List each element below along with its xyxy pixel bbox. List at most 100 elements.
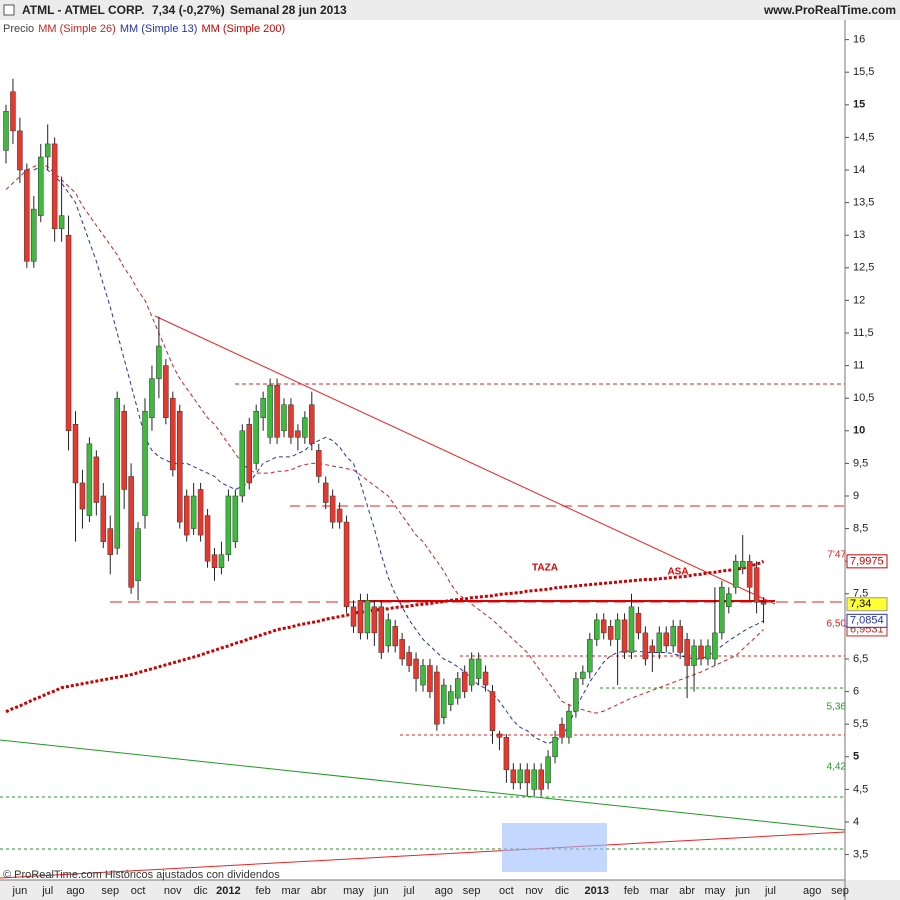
candle-body bbox=[468, 658, 475, 686]
candle-body bbox=[24, 169, 30, 262]
candle-body bbox=[58, 215, 65, 229]
value-tag-box bbox=[846, 597, 888, 612]
period: Semanal bbox=[230, 3, 279, 17]
x-tick-label: jul bbox=[764, 885, 776, 897]
y-tick-label: 6,5 bbox=[853, 653, 868, 665]
candle-body bbox=[760, 602, 767, 605]
candle-body bbox=[211, 554, 218, 568]
x-tick-label: sep bbox=[831, 885, 849, 897]
candle-body bbox=[51, 143, 58, 229]
candle-body bbox=[642, 632, 649, 660]
legend-item: MM (Simple 200) bbox=[201, 23, 285, 35]
site: www.ProRealTime.com bbox=[763, 3, 896, 17]
annotation: ASA bbox=[667, 567, 688, 578]
moving-average bbox=[5, 559, 765, 714]
y-axis-panel bbox=[845, 20, 900, 880]
candle-body bbox=[295, 430, 301, 438]
candle-body bbox=[719, 587, 725, 634]
candle-body bbox=[427, 665, 433, 692]
x-tick-label: sep bbox=[463, 885, 481, 897]
candle-body bbox=[183, 495, 190, 536]
candle-body bbox=[121, 410, 127, 490]
candle-body bbox=[316, 450, 322, 477]
annotation: TAZA bbox=[532, 563, 558, 574]
candle-body bbox=[170, 397, 176, 471]
candle-body bbox=[246, 424, 252, 484]
candle-body bbox=[357, 600, 364, 634]
candle-body bbox=[364, 600, 371, 634]
x-tick-label: sep bbox=[101, 885, 119, 897]
candles bbox=[3, 78, 767, 796]
x-tick-label: jul bbox=[41, 885, 53, 897]
candle-body bbox=[455, 678, 461, 699]
candle-body bbox=[503, 736, 510, 771]
candle-body bbox=[573, 678, 579, 712]
candle-body bbox=[607, 626, 614, 640]
candle-body bbox=[677, 626, 683, 653]
candle-body bbox=[746, 560, 753, 588]
candle-body bbox=[177, 410, 183, 523]
y-tick-label: 6 bbox=[853, 685, 859, 697]
value-tag: 7,9975 bbox=[850, 555, 884, 567]
candle-body bbox=[371, 606, 378, 634]
annotation: 5,36 bbox=[827, 702, 847, 713]
candle-body bbox=[628, 606, 635, 653]
footer: © ProRealTime.com Históricos ajustados c… bbox=[3, 869, 280, 881]
x-tick-label: oct bbox=[131, 885, 146, 897]
candle-body bbox=[726, 593, 732, 608]
value-tag: 7,34 bbox=[850, 598, 871, 610]
candle-body bbox=[350, 606, 357, 627]
y-tick-label: 4 bbox=[853, 816, 859, 828]
candle-body bbox=[712, 632, 718, 660]
y-tick-label: 3,5 bbox=[853, 848, 868, 860]
candle-body bbox=[448, 691, 454, 705]
x-tick-label: jun bbox=[734, 885, 750, 897]
candle-body bbox=[31, 208, 37, 262]
header-bar bbox=[0, 0, 900, 20]
candle-body bbox=[635, 613, 642, 634]
candle-body bbox=[691, 645, 697, 666]
x-tick-label: jun bbox=[12, 885, 28, 897]
x-tick-label: ago bbox=[803, 885, 821, 897]
candle-body bbox=[566, 710, 572, 738]
candle-body bbox=[128, 476, 134, 588]
x-tick-label: nov bbox=[164, 885, 182, 897]
candle-body bbox=[114, 397, 120, 549]
candle-body bbox=[510, 769, 517, 784]
candle-body bbox=[524, 769, 530, 784]
y-tick-label: 11 bbox=[853, 359, 864, 371]
x-tick-label: jul bbox=[403, 885, 415, 897]
y-tick-label: 11,5 bbox=[853, 327, 874, 339]
value-tag: 7,0854 bbox=[850, 615, 884, 627]
candle-body bbox=[489, 691, 496, 731]
candle-body bbox=[72, 424, 79, 484]
candle-body bbox=[10, 91, 16, 132]
candle-body bbox=[190, 495, 197, 529]
candle-body bbox=[302, 417, 308, 438]
y-tick-label: 9 bbox=[853, 490, 859, 502]
x-tick-label: jun bbox=[373, 885, 389, 897]
candle-body bbox=[475, 658, 482, 679]
y-tick-label: 15,5 bbox=[853, 66, 874, 78]
y-tick-label: 13,5 bbox=[853, 197, 874, 209]
indicators bbox=[5, 162, 765, 745]
candle-body bbox=[517, 769, 524, 784]
candle-body bbox=[705, 645, 711, 660]
x-tick-label: oct bbox=[499, 885, 514, 897]
candle-body bbox=[441, 684, 447, 718]
x-tick-label: mar bbox=[650, 885, 669, 897]
candle-body bbox=[461, 671, 468, 692]
candle-body bbox=[649, 645, 656, 653]
candle-body bbox=[288, 404, 294, 438]
annotation: 4,42 bbox=[827, 762, 847, 773]
value-tag-box bbox=[846, 554, 888, 569]
x-tick-label: feb bbox=[624, 885, 639, 897]
candle-body bbox=[496, 733, 503, 738]
candle-body bbox=[663, 632, 669, 647]
symbol: ATML - ATMEL CORP. bbox=[22, 3, 144, 17]
candle-body bbox=[135, 528, 141, 581]
y-tick-label: 15 bbox=[853, 99, 865, 111]
candle-body bbox=[399, 639, 405, 660]
candle-body bbox=[545, 756, 551, 784]
